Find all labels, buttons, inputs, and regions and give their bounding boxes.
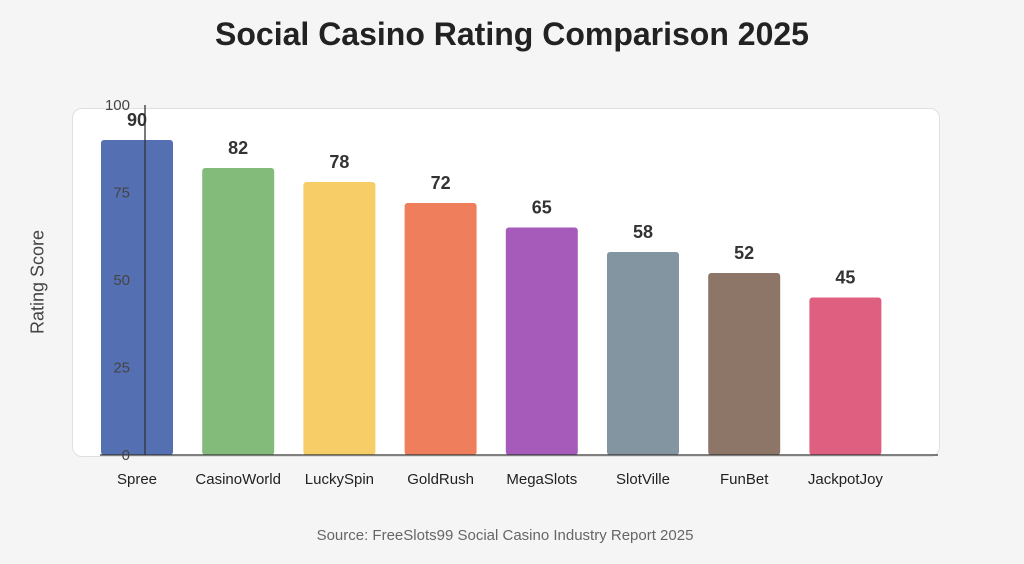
y-tick-label: 50 (113, 272, 130, 289)
bar-spree (101, 140, 173, 455)
category-label: LuckySpin (305, 471, 374, 488)
value-label: 45 (835, 268, 855, 288)
value-label: 58 (633, 222, 653, 242)
category-label: JackpotJoy (808, 471, 884, 488)
bar-megaslots (505, 227, 578, 455)
bar-funbet (708, 273, 781, 455)
value-label: 72 (431, 173, 451, 193)
category-label: GoldRush (407, 471, 474, 488)
y-tick-label: 100 (105, 97, 130, 114)
value-label: 65 (532, 198, 552, 218)
category-label: SlotVille (616, 471, 670, 488)
category-label: FunBet (720, 471, 769, 488)
y-tick-label: 0 (122, 447, 130, 464)
source-note: Source: FreeSlots99 Social Casino Indust… (316, 527, 694, 544)
value-label: 90 (127, 110, 147, 130)
bar-goldrush (404, 203, 477, 455)
category-label: CasinoWorld (195, 471, 281, 488)
bar-jackpotjoy (809, 297, 882, 455)
category-label: MegaSlots (506, 471, 577, 488)
chart-title: Social Casino Rating Comparison 2025 (215, 16, 809, 52)
value-label: 52 (734, 243, 754, 263)
y-tick-label: 25 (113, 360, 130, 377)
bar-slotville (607, 252, 679, 455)
category-label: Spree (117, 471, 157, 488)
bar-luckyspin (303, 182, 376, 455)
bar-casinoworld (202, 168, 275, 455)
value-label: 82 (228, 138, 248, 158)
y-tick-label: 75 (113, 185, 130, 202)
value-label: 78 (329, 152, 349, 172)
